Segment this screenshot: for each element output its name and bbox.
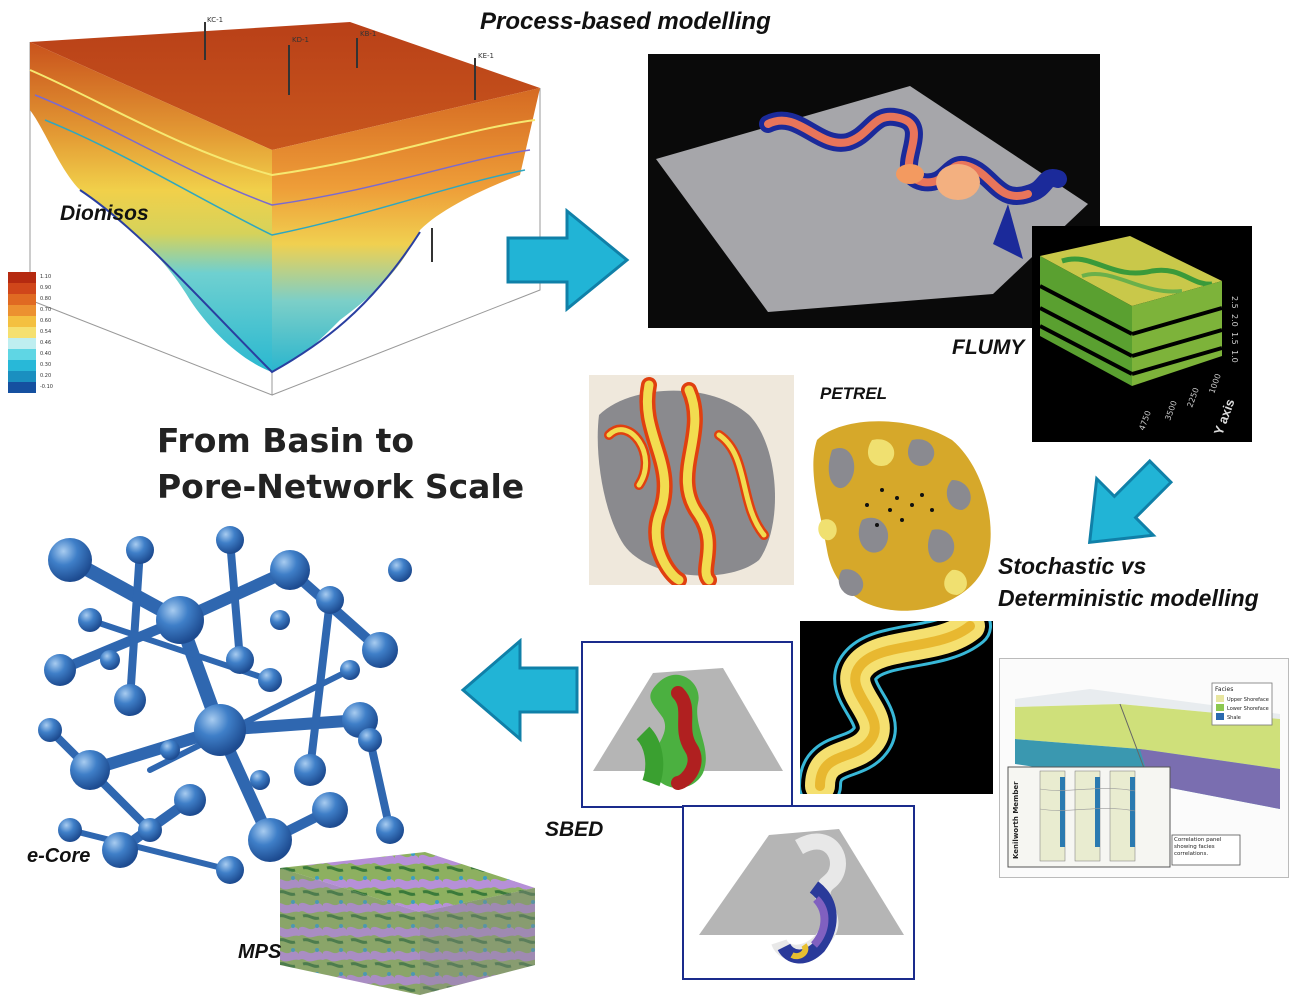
y-tick: 1000	[1207, 372, 1222, 394]
corr-heading: Kenilworth Member	[1012, 781, 1020, 859]
z-tick: 1.0	[1230, 350, 1239, 363]
channel-facies-panel	[589, 375, 794, 585]
legend-value: -0.10	[40, 384, 53, 390]
z-tick: 2.0	[1230, 314, 1239, 327]
legend-value: 1.10	[40, 274, 51, 280]
corr-legend-item: Upper Shoreface	[1227, 697, 1269, 703]
arrow-left	[460, 638, 580, 743]
sbed-panel-bottom	[682, 805, 915, 980]
arrow-right	[505, 208, 630, 313]
sbed-panel-top	[581, 641, 793, 808]
legend-value: 0.40	[40, 351, 51, 357]
legend-value: 0.80	[40, 296, 51, 302]
dionisos-basin-model: KC-1 KD-1 KB-1 KE-1	[0, 0, 560, 400]
legend-value: 0.60	[40, 318, 51, 324]
well-label: KB-1	[360, 30, 376, 38]
well-label: KC-1	[207, 16, 223, 24]
y-tick: 4750	[1137, 409, 1152, 431]
main-title-line2: Pore-Network Scale	[157, 467, 525, 506]
petrel-model-panel	[802, 410, 994, 615]
dionisos-label: Dionisos	[60, 202, 149, 225]
legend-value: 0.54	[40, 329, 51, 335]
well-label: KE-1	[478, 52, 494, 60]
legend-value: 0.90	[40, 285, 51, 291]
corr-legend-title: Facies	[1215, 686, 1233, 693]
correlation-panel: Facies Upper Shoreface Lower Shoreface S…	[999, 658, 1289, 878]
process-based-model-panel	[648, 54, 1100, 328]
flumy-label: FLUMY	[952, 336, 1025, 359]
ecore-label: e-Core	[27, 845, 91, 867]
legend-value: 0.70	[40, 307, 51, 313]
sbed-label: SBED	[545, 818, 604, 841]
y-tick: 3500	[1163, 399, 1178, 421]
petrel-label: PETREL	[820, 384, 888, 403]
corr-legend-item: Shale	[1227, 715, 1241, 721]
mps-cube	[275, 850, 540, 997]
y-tick: 2250	[1185, 386, 1200, 408]
legend-value: 0.20	[40, 373, 51, 379]
main-title-line1: From Basin to	[157, 421, 415, 460]
arrow-down-left	[1070, 455, 1180, 560]
process-based-label: Process-based modelling	[480, 8, 771, 35]
legend-value: 0.30	[40, 362, 51, 368]
corr-note: Correlation panel showing facies correla…	[1174, 837, 1222, 857]
well-label: KD-1	[292, 36, 309, 44]
y-axis-title: Y axis	[1211, 397, 1238, 437]
flumy-block-panel: 2.5 2.0 1.5 1.0 4750 3500 2250 1000 Y ax…	[1032, 226, 1252, 442]
dionisos-color-legend: 1.10 0.90 0.80 0.70 0.60 0.54 0.46 0.40 …	[8, 272, 68, 394]
z-tick: 2.5	[1230, 296, 1239, 309]
stochastic-label-line2: Deterministic modelling	[998, 585, 1259, 611]
legend-value: 0.46	[40, 340, 51, 346]
mps-label: MPS	[238, 941, 282, 963]
corr-legend-item: Lower Shoreface	[1227, 706, 1269, 712]
z-tick: 1.5	[1230, 332, 1239, 345]
meander-channel-panel	[800, 621, 993, 794]
stochastic-label-line1: Stochastic vs	[998, 553, 1147, 579]
ecore-pore-network	[30, 510, 420, 900]
